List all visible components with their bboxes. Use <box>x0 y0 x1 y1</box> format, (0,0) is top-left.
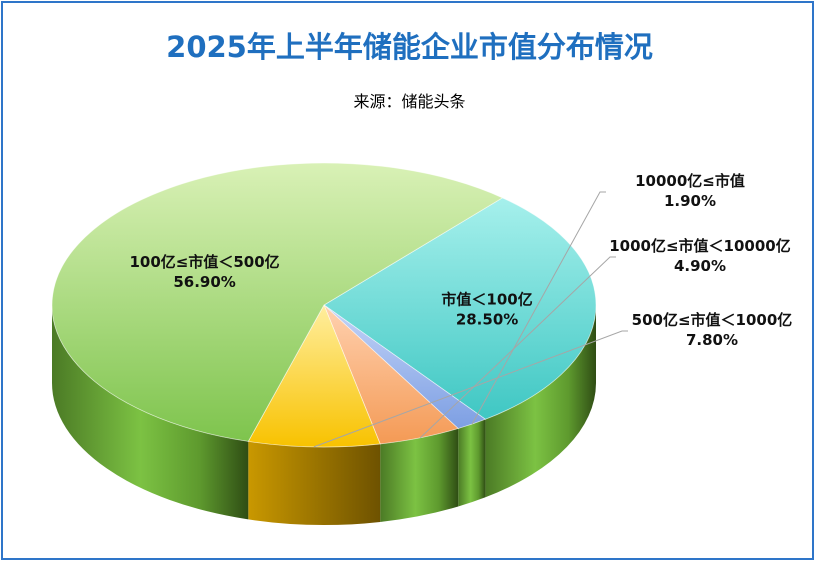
chart-title: 2025年上半年储能企业市值分布情况 <box>166 30 653 64</box>
slice-label-4: 100亿≤市值＜500亿 56.90% <box>129 253 279 291</box>
slice-label-2: 1000亿≤市值＜10000亿 4.90% <box>609 237 791 275</box>
slice-label-1: 10000亿≤市值 1.90% <box>635 172 745 210</box>
pie-side-2 <box>380 428 459 522</box>
data-labels: 市值＜100亿 28.50% 10000亿≤市值 1.90% 1000亿≤市值＜1000… <box>129 172 792 349</box>
leader-line-1 <box>471 191 606 425</box>
leader-line-3 <box>313 330 628 448</box>
pie-slice-4 <box>51 162 504 442</box>
pie-side-1 <box>458 419 486 507</box>
pie-slices <box>51 162 597 448</box>
pie-slice-0 <box>323 197 597 420</box>
pie-slice-3 <box>247 304 381 448</box>
pie-side-3 <box>248 441 381 525</box>
pie-side-0 <box>485 305 596 498</box>
chart-subtitle: 来源：储能头条 <box>353 92 466 111</box>
leader-line-2 <box>419 256 616 439</box>
pie-sides <box>52 305 596 525</box>
pie-side-4 <box>52 305 249 520</box>
slice-label-3: 500亿≤市值＜1000亿 7.80% <box>632 311 793 349</box>
slice-label-0: 市值＜100亿 28.50% <box>441 290 532 328</box>
leader-lines <box>313 191 628 448</box>
